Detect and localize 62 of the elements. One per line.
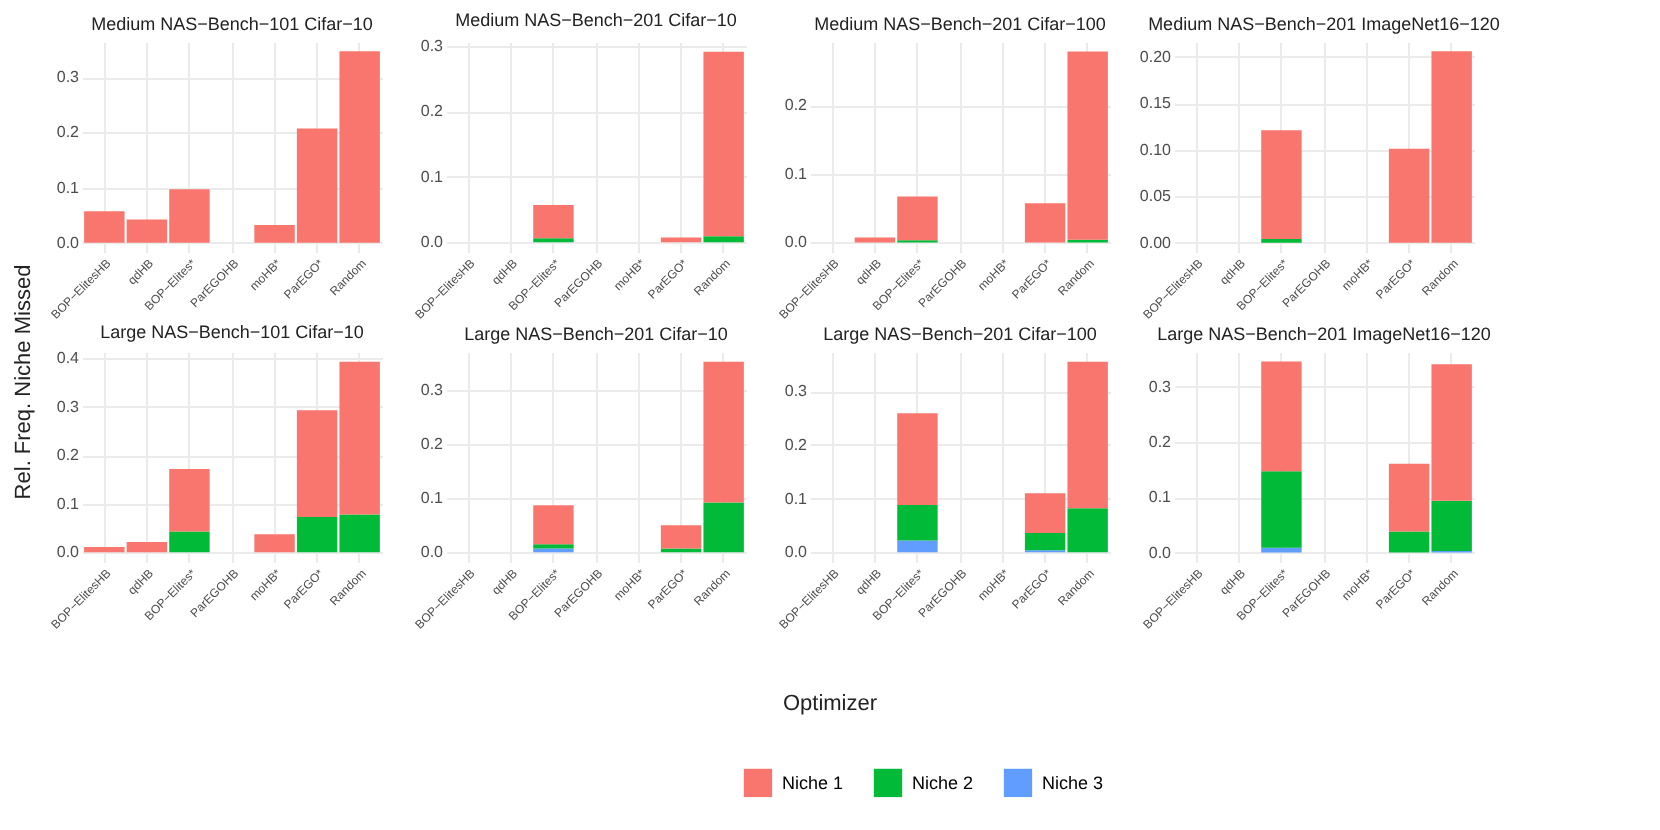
bar: [1261, 130, 1302, 239]
y-tick-label: 0.2: [56, 123, 81, 142]
bar: [169, 531, 210, 553]
bar: [533, 505, 574, 545]
bar: [169, 468, 210, 532]
x-axis-title: Optimizer: [780, 692, 880, 716]
chart-title: Large NAS−Bench−201 Cifar−10: [464, 324, 728, 344]
y-tick-label: 0.2: [1148, 433, 1173, 452]
y-tick-label: 0.15: [1139, 94, 1173, 113]
y-tick-label: 0.10: [1139, 140, 1173, 159]
y-tick-label: 0.3: [784, 382, 809, 401]
bar: [897, 540, 938, 553]
y-tick-label: 0.3: [56, 397, 81, 416]
y-tick-label: 0.2: [420, 435, 445, 454]
y-tick-label: 0.2: [784, 435, 809, 454]
legend-label: Niche 1: [782, 772, 844, 793]
bar: [1261, 361, 1302, 472]
bar: [1261, 471, 1302, 548]
bar: [703, 236, 744, 243]
y-tick-label: 0.1: [56, 494, 81, 513]
y-tick-label: 0.1: [420, 489, 445, 508]
bar: [897, 505, 938, 541]
bar: [660, 525, 702, 549]
y-tick-label: 0.3: [56, 68, 81, 87]
y-tick-label: 0.20: [1139, 47, 1173, 66]
y-tick-label: 0.0: [420, 543, 445, 562]
chart-title: Medium NAS−Bench−201 Cifar−100: [814, 14, 1106, 34]
legend-label: Niche 2: [912, 772, 974, 793]
y-tick-label: 0.3: [420, 36, 445, 55]
bar: [703, 361, 744, 503]
chart-title: Large NAS−Bench−201 ImageNet16−120: [1157, 324, 1491, 344]
y-tick-label: 0.05: [1139, 187, 1173, 206]
y-tick-label: 0.0: [56, 543, 81, 562]
y-tick-label: 0.1: [784, 489, 809, 508]
y-tick-label: 0.1: [56, 178, 81, 197]
y-tick-label: 0.4: [56, 349, 81, 368]
y-tick-label: 0.0: [784, 543, 809, 562]
bar: [533, 204, 574, 239]
y-tick-label: 0.1: [420, 167, 445, 186]
y-axis-title: Rel. Freq. Niche Missed: [12, 262, 36, 504]
bar: [897, 413, 938, 506]
y-tick-label: 0.3: [1148, 377, 1173, 396]
y-tick-label: 0.2: [420, 102, 445, 121]
chart-title: Large NAS−Bench−101 Cifar−10: [100, 322, 364, 343]
y-tick-label: 0.3: [420, 380, 445, 399]
bar: [1261, 547, 1302, 553]
y-tick-label: 0.1: [1148, 488, 1173, 507]
y-tick-label: 0.0: [56, 233, 81, 252]
y-tick-label: 0.0: [784, 233, 809, 252]
y-tick-label: 0.1: [784, 164, 809, 183]
y-tick-label: 0.0: [1148, 543, 1173, 562]
chart-title: Medium NAS−Bench−201 Cifar−10: [455, 9, 737, 30]
chart-title: Medium NAS−Bench−201 ImageNet16−120: [1148, 14, 1500, 34]
y-tick-label: 0.2: [784, 96, 809, 115]
legend-label: Niche 3: [1042, 772, 1104, 793]
y-tick-label: 0.0: [420, 233, 445, 252]
chart-title: Large NAS−Bench−201 Cifar−100: [823, 324, 1097, 344]
y-tick-label: 0.00: [1139, 233, 1173, 252]
y-tick-label: 0.2: [56, 446, 81, 465]
chart-title: Medium NAS−Bench−101 Cifar−10: [91, 14, 373, 34]
bar: [703, 51, 744, 237]
bar: [254, 534, 295, 553]
